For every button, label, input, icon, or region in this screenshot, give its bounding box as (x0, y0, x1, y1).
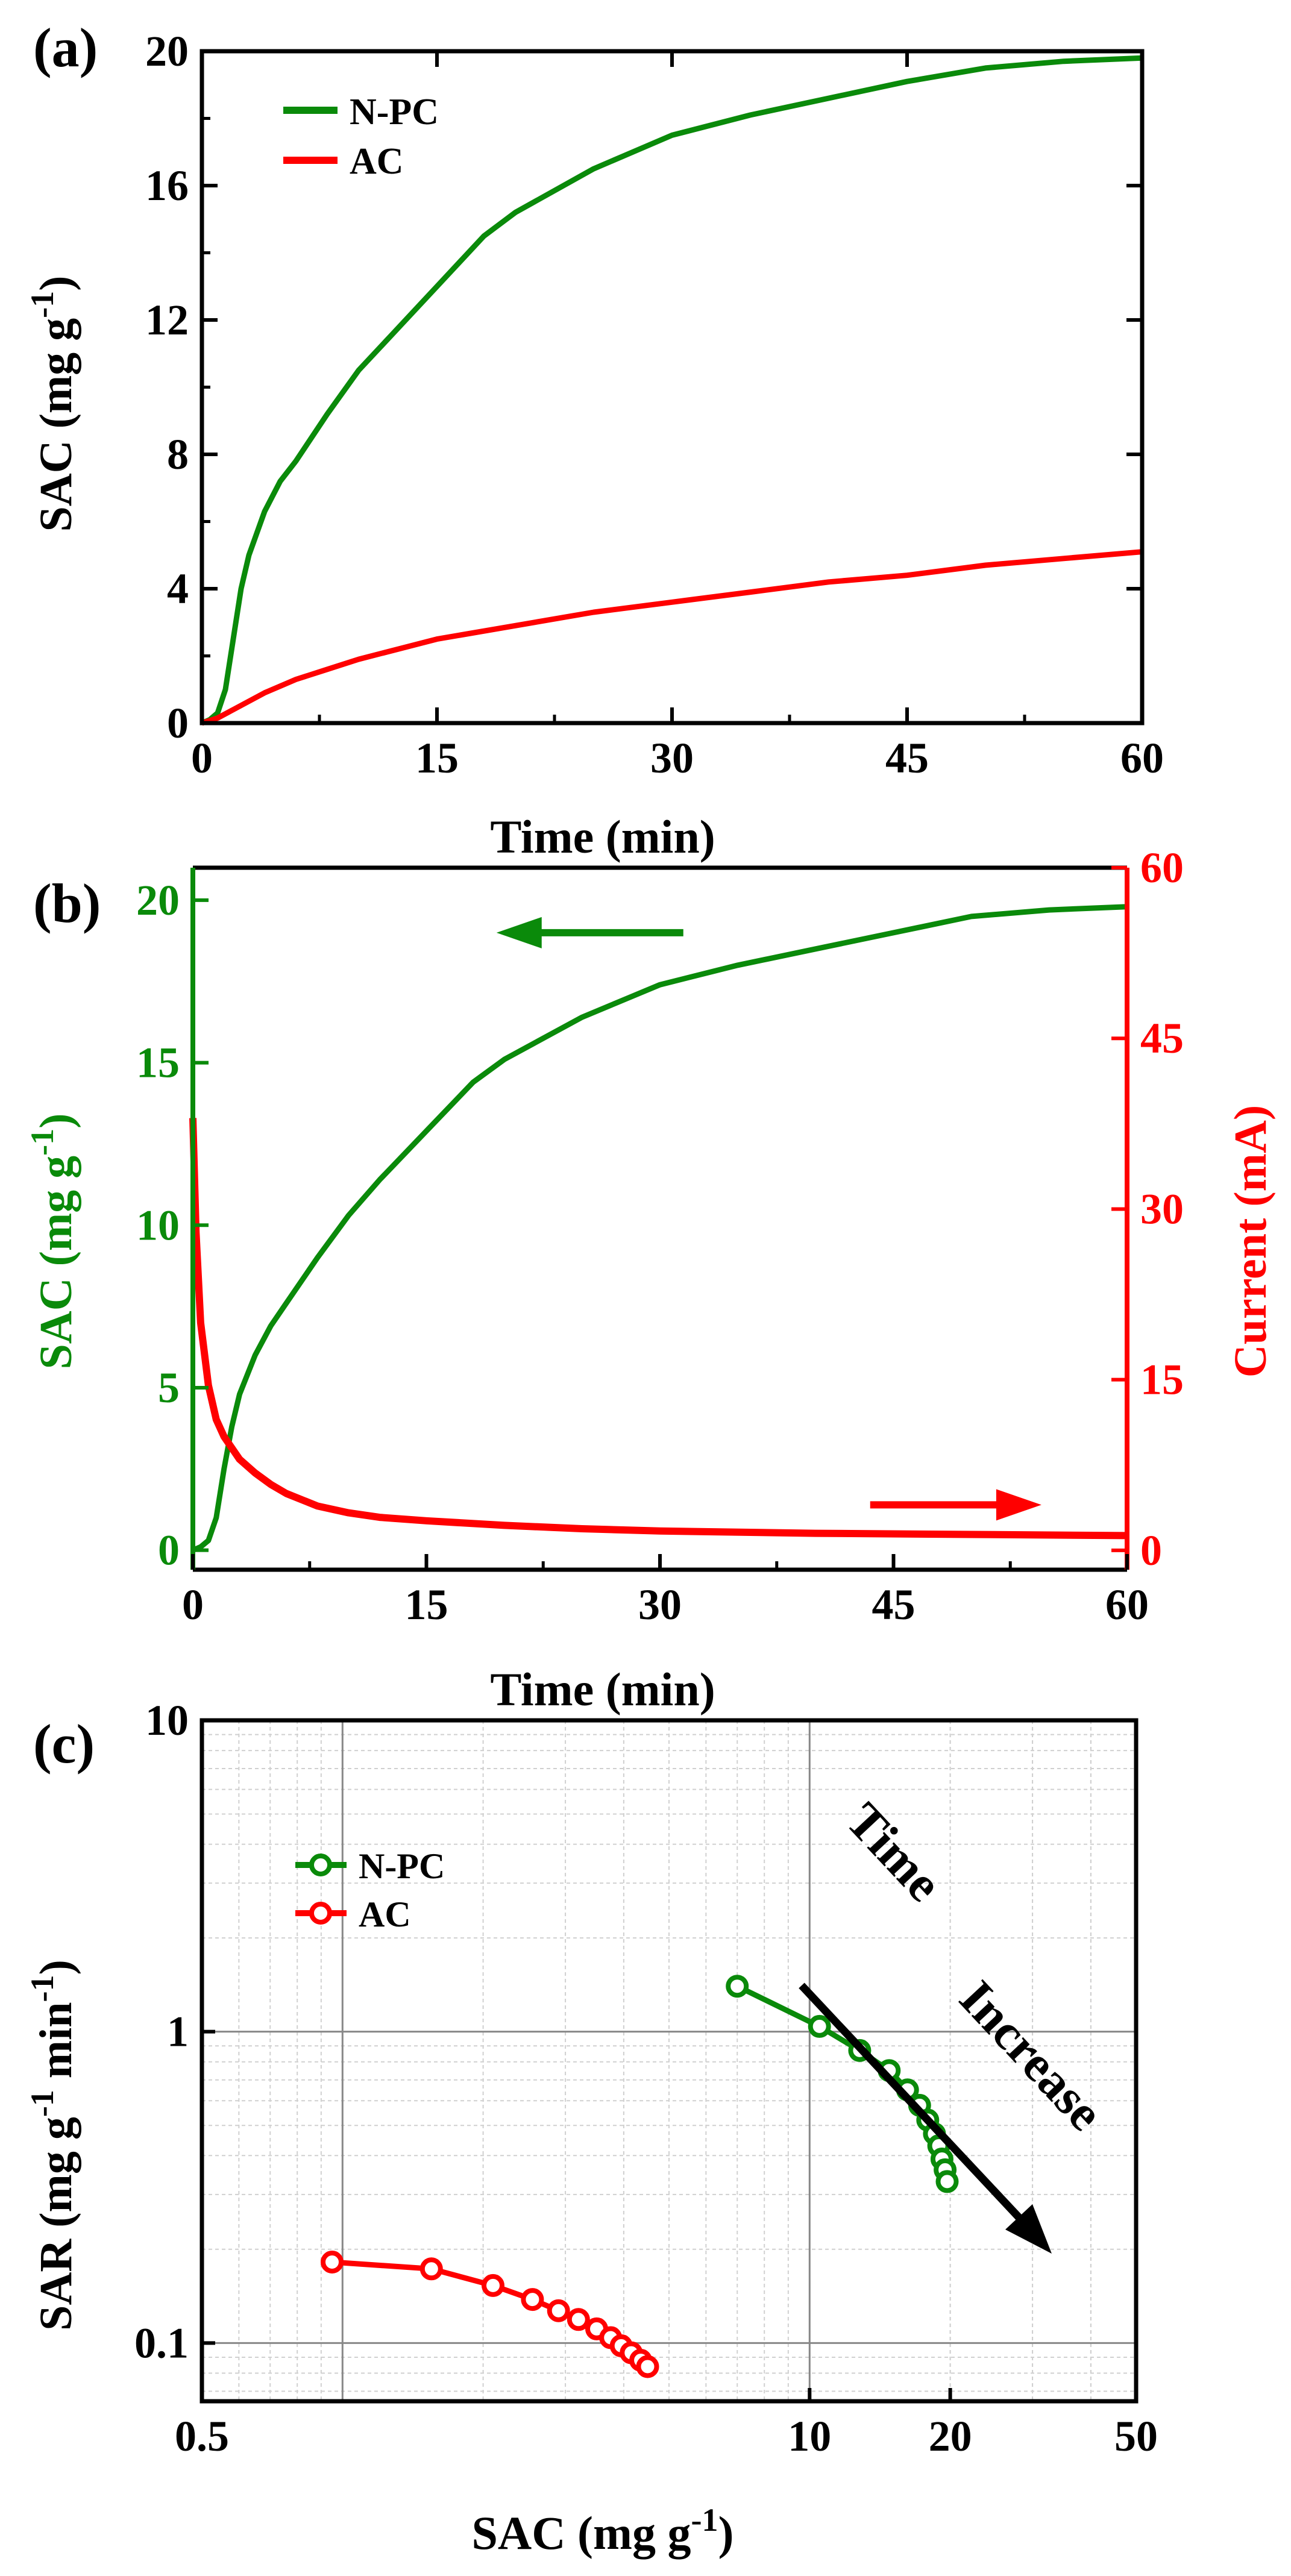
y-tick-label: 12 (145, 296, 189, 344)
x-tick-label: 10 (788, 2412, 831, 2460)
panel-b-right-y-axis-label: Current (mA) (1225, 1105, 1276, 1377)
y-tick-label: 20 (145, 27, 189, 75)
x-tick-label: 15 (415, 734, 459, 782)
panel-a-legend: N-PC AC (283, 92, 439, 182)
panel-a-x-axis-label: Time (min) (490, 810, 715, 863)
panel-c-y-axis-label: SAR (mg g-1 min-1) (24, 1960, 81, 2331)
panel-a-label: (a) (33, 17, 98, 78)
panel-c-axes-group: 0.5 10 20 50 0.1 1 10 (134, 1696, 1158, 2460)
y-tick-label: 0 (167, 699, 189, 747)
panel-a-y-axis-label: SAC (mg g-1) (24, 276, 81, 532)
x-tick-label: 60 (1120, 734, 1164, 782)
panel-c-grid-group (202, 1720, 1136, 2401)
x-tick-label: 0.5 (175, 2412, 229, 2460)
panel-c-y-label-mid: min (31, 2002, 81, 2090)
panel-c-x-axis-label: SAC (mg g-1) (472, 2502, 734, 2559)
y-tick-label: 16 (145, 161, 189, 210)
panel-c-label: (c) (33, 1713, 95, 1775)
legend-c-ac-label: AC (359, 1894, 411, 1934)
panel-a-y-label-sup: -1 (24, 291, 60, 318)
series-line-sac (192, 904, 1128, 1553)
left-y-tick-label: 20 (136, 876, 180, 924)
x-tick-label: 15 (405, 1581, 448, 1629)
panel-b-left-y-label-main: SAC (mg g (31, 1156, 81, 1370)
arrow-left-head (496, 917, 542, 948)
arrow-right-head (996, 1489, 1041, 1521)
panel-c-x-label-main: SAC (mg g (472, 2507, 691, 2559)
data-point-ac (419, 2257, 443, 2281)
y-tick-label: 1 (167, 2008, 189, 2056)
right-y-tick-label: 30 (1140, 1185, 1184, 1233)
panel-c-y-label-sup1: -1 (24, 2090, 60, 2117)
x-tick-label: 20 (929, 2412, 972, 2460)
panel-a: (a) 0 15 30 45 60 0 4 8 12 16 20 Time (min) SAC (m… (24, 17, 1164, 863)
data-point-n-pc (726, 1975, 749, 1998)
right-y-tick-label: 45 (1140, 1014, 1184, 1062)
x-tick-label: 0 (182, 1581, 204, 1629)
panel-c-y-label-sup2: -1 (24, 1975, 60, 2002)
panel-c-y-label-end: ) (31, 1960, 81, 1975)
data-point-n-pc (808, 2014, 831, 2038)
panel-b-label: (b) (33, 873, 101, 934)
series-line-ac (201, 549, 1143, 726)
data-point-ac (636, 2355, 659, 2378)
legend-npc-label: N-PC (350, 92, 439, 133)
right-y-tick-label: 0 (1140, 1526, 1162, 1575)
panel-c-legend: N-PC AC (295, 1846, 445, 1934)
x-tick-label: 45 (872, 1581, 916, 1629)
left-y-tick-label: 0 (158, 1526, 180, 1575)
data-point-ac (567, 2308, 590, 2331)
time-increase-arrow-line (799, 1982, 1028, 2227)
panel-a-series-group (201, 55, 1143, 726)
legend-c-npc-marker (309, 1854, 332, 1876)
panel-b-left-y-label-end: ) (31, 1114, 81, 1129)
panel-c-y-label-main: SAR (mg g (31, 2117, 81, 2331)
data-point-n-pc (935, 2170, 959, 2193)
time-increase-arrow-head (1005, 2204, 1052, 2254)
x-tick-label: 30 (650, 734, 694, 782)
data-point-ac (521, 2288, 544, 2311)
y-tick-label: 10 (145, 1696, 189, 1744)
panel-c-frame (199, 1718, 1139, 2404)
panel-a-y-label-main: SAC (mg g (31, 318, 81, 532)
right-y-tick-label: 15 (1140, 1356, 1184, 1404)
y-tick-label: 8 (167, 430, 189, 478)
data-point-ac (482, 2274, 504, 2297)
data-point-ac (321, 2251, 344, 2274)
series-line-current (189, 1118, 1128, 1540)
series-line-n-pc (201, 55, 1143, 726)
panel-c-x-label-end: ) (718, 2507, 734, 2559)
panel-b-left-y-axis-label: SAC (mg g-1) (24, 1114, 81, 1370)
data-point-ac (547, 2299, 570, 2322)
y-tick-label: 4 (167, 565, 189, 613)
left-y-tick-label: 10 (136, 1201, 180, 1249)
x-tick-label: 50 (1114, 2412, 1158, 2460)
x-tick-label: 45 (885, 734, 929, 782)
panel-c-x-label-sup: -1 (691, 2502, 718, 2538)
panel-b-left-y-label-sup: -1 (24, 1129, 60, 1156)
left-y-tick-label: 15 (136, 1039, 180, 1087)
x-tick-label: 60 (1105, 1581, 1149, 1629)
legend-c-ac-marker (309, 1902, 332, 1925)
panel-b-x-axis-label: Time (min) (490, 1663, 715, 1716)
y-tick-label: 0.1 (134, 2319, 189, 2367)
panel-a-axes-group: 0 15 30 45 60 0 4 8 12 16 20 (145, 27, 1164, 782)
x-tick-label: 0 (191, 734, 213, 782)
x-tick-label: 30 (638, 1581, 682, 1629)
left-y-tick-label: 5 (158, 1364, 180, 1412)
right-y-tick-label: 60 (1140, 844, 1184, 892)
legend-c-npc-label: N-PC (359, 1846, 445, 1886)
panel-b-series-group (189, 904, 1128, 1553)
panel-b-axes-group: 0 15 30 45 60 0 5 10 15 20 0 15 30 45 60 (136, 844, 1184, 1629)
panel-b-arrows-group (496, 917, 1041, 1521)
panel-b: (b) 0 15 30 45 60 0 5 10 15 20 0 15 30 45 60 Time (min… (24, 844, 1276, 1716)
legend-ac-label: AC (350, 141, 404, 182)
panel-a-y-label-end: ) (31, 276, 81, 291)
